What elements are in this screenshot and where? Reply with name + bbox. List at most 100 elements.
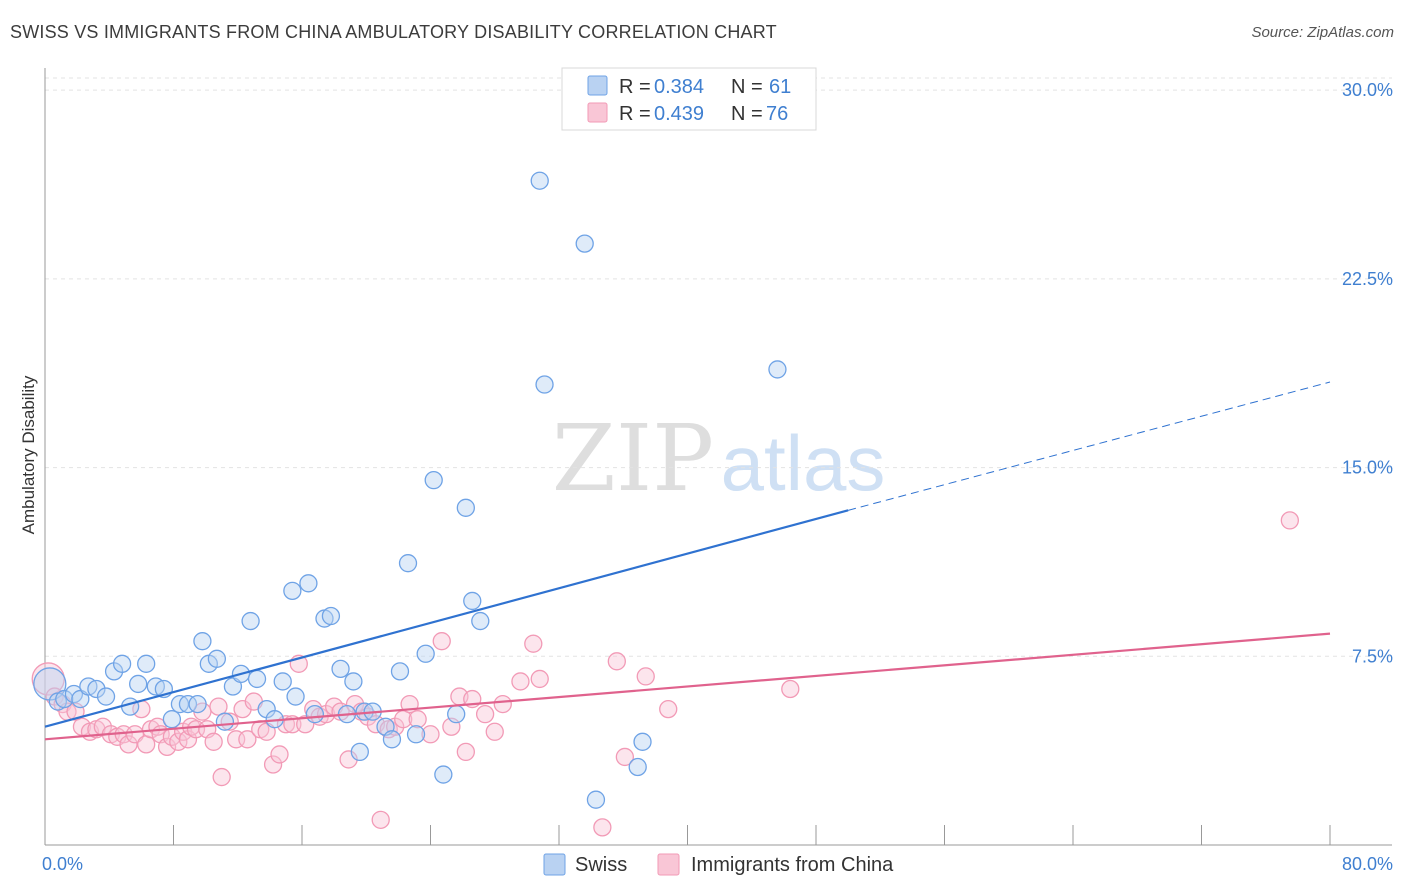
swiss-point-12 <box>137 654 156 673</box>
china-point-74 <box>615 747 635 767</box>
china-point-60 <box>421 725 440 744</box>
swiss-point-38 <box>344 672 363 691</box>
swiss-point-25 <box>241 611 260 631</box>
x-tick-labels: 0.0% 80.0% <box>42 854 1393 874</box>
china-point-61 <box>432 632 451 651</box>
trend-line-swiss <box>44 509 849 728</box>
swiss-point-47 <box>416 644 435 663</box>
legend-n-value-china: 76 <box>766 103 788 125</box>
legend-r-value-swiss: 0.384 <box>654 76 704 98</box>
y-axis-label: Ambulatory Disability <box>19 375 38 534</box>
china-point-29 <box>209 697 228 716</box>
swiss-point-11 <box>129 674 148 694</box>
y-tick-label-0: 7.5% <box>1352 646 1393 666</box>
swiss-point-54 <box>530 171 549 190</box>
swiss-point-45 <box>398 554 418 573</box>
china-point-59 <box>408 710 427 729</box>
china-point-66 <box>475 705 495 724</box>
china-point-77 <box>781 679 800 699</box>
swiss-point-57 <box>586 790 606 809</box>
swiss-point-58 <box>628 757 647 777</box>
stats-legend: R = 0.384 N = 61 R = 0.439 N = 76 <box>561 67 817 131</box>
watermark: ZIP atlas <box>552 405 885 512</box>
swiss-point-17 <box>178 694 198 714</box>
china-point-19 <box>157 737 177 757</box>
swiss-point-26 <box>247 669 267 689</box>
china-point-28 <box>204 732 223 751</box>
trend-line-china <box>44 632 1331 741</box>
china-point-15 <box>137 735 156 754</box>
legend-swatch-china <box>587 102 608 123</box>
legend-n-label-swiss: N = <box>731 76 768 98</box>
x-tick-label-max: 80.0% <box>1342 854 1393 874</box>
china-point-30 <box>212 767 231 787</box>
china-point-54 <box>371 810 390 829</box>
swiss-point-39 <box>350 742 369 762</box>
china-point-76 <box>659 699 678 719</box>
y-tick-labels: 7.5% 15.0% 22.5% 30.0% <box>1342 80 1393 666</box>
china-point-68 <box>493 694 512 714</box>
axes <box>44 68 1392 846</box>
swiss-point-2 <box>55 689 74 709</box>
swiss-point-36 <box>331 659 350 679</box>
china-point-31 <box>220 712 239 731</box>
series-legend: Swiss Immigrants from China <box>543 853 894 876</box>
swiss-point-56 <box>575 234 594 253</box>
y-tick-label-1: 15.0% <box>1342 458 1393 478</box>
swiss-point-10 <box>120 697 140 716</box>
bottom-legend-swatch-swiss <box>543 853 566 876</box>
swiss-point-29 <box>273 672 292 691</box>
bottom-legend-label-china: Immigrants from China <box>691 854 894 876</box>
swiss-point-33 <box>305 705 325 724</box>
china-point-39 <box>270 745 289 764</box>
swiss-point-50 <box>447 705 466 724</box>
legend-n-value-swiss: 61 <box>769 76 791 98</box>
series-china-points <box>31 511 1299 837</box>
swiss-point-53 <box>471 611 490 631</box>
swiss-point-52 <box>463 591 482 611</box>
swiss-point-30 <box>283 581 302 601</box>
swiss-point-48 <box>424 470 443 490</box>
china-point-72 <box>593 818 612 837</box>
chart-title: SWISS VS IMMIGRANTS FROM CHINA AMBULATOR… <box>10 22 777 42</box>
china-point-73 <box>607 652 626 671</box>
china-point-70 <box>524 634 543 653</box>
chart-source: Source: ZipAtlas.com <box>1251 24 1394 41</box>
swiss-point-60 <box>768 360 787 379</box>
x-tick-marks <box>44 825 1331 845</box>
swiss-point-35 <box>321 606 341 626</box>
series-swiss-points <box>33 171 787 809</box>
china-point-69 <box>511 672 530 691</box>
legend-swatch-swiss <box>587 75 608 96</box>
china-point-67 <box>485 722 504 741</box>
legend-r-value-china: 0.439 <box>654 103 704 125</box>
china-point-71 <box>530 669 549 689</box>
swiss-point-15 <box>162 710 182 729</box>
bottom-legend-swatch-china <box>657 853 680 876</box>
swiss-point-31 <box>286 687 305 706</box>
x-tick-label-min: 0.0% <box>42 854 83 874</box>
swiss-point-46 <box>406 725 426 744</box>
swiss-point-59 <box>633 732 652 751</box>
swiss-point-55 <box>535 375 554 394</box>
swiss-point-6 <box>87 679 106 699</box>
swiss-point-51 <box>456 498 475 517</box>
swiss-point-19 <box>193 632 212 651</box>
swiss-point-49 <box>434 765 453 784</box>
watermark-atlas: atlas <box>721 419 886 507</box>
bottom-legend-label-swiss: Swiss <box>575 854 627 876</box>
china-point-78 <box>1280 511 1299 530</box>
legend-r-label-swiss: R = <box>619 76 656 98</box>
swiss-point-44 <box>390 662 410 681</box>
trend-lines <box>44 381 1331 741</box>
swiss-point-21 <box>207 649 227 668</box>
swiss-point-22 <box>215 712 235 731</box>
legend-n-label-china: N = <box>731 103 768 125</box>
china-point-64 <box>456 742 475 762</box>
china-point-34 <box>238 730 257 749</box>
watermark-zip: ZIP <box>552 405 714 512</box>
grid-lines <box>45 77 1392 657</box>
china-point-75 <box>636 667 655 686</box>
swiss-point-9 <box>112 654 132 673</box>
